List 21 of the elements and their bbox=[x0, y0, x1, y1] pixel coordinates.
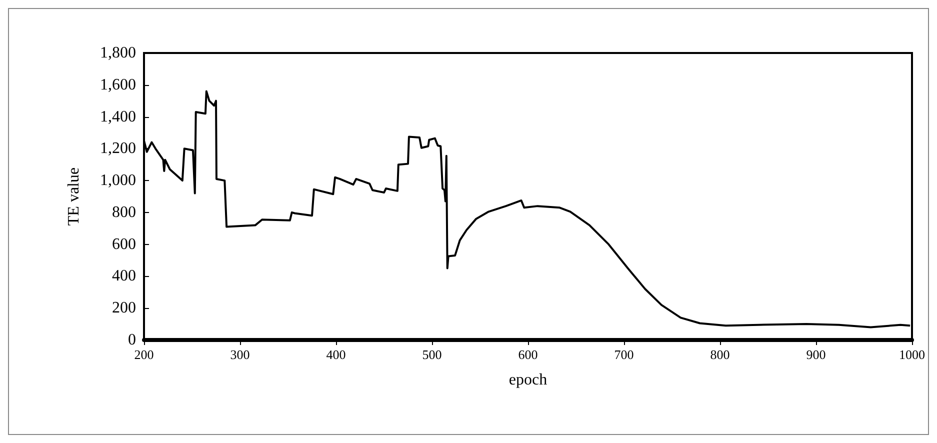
x-tick-label: 1000 bbox=[899, 347, 925, 362]
y-tick-label: 400 bbox=[112, 268, 136, 285]
y-tick-label: 1,800 bbox=[100, 44, 136, 62]
x-tick-label: 800 bbox=[710, 347, 730, 362]
x-tick-label: 500 bbox=[422, 347, 442, 362]
y-tick-label: 800 bbox=[112, 204, 136, 221]
y-tick-label: 200 bbox=[112, 300, 136, 317]
y-tick-label: 0 bbox=[128, 332, 136, 348]
y-tick-label: 1,200 bbox=[100, 140, 136, 158]
y-tick-label: 600 bbox=[112, 236, 136, 253]
y-axis-title: TE value bbox=[66, 167, 82, 226]
x-tick-label: 900 bbox=[806, 347, 826, 362]
y-tick-label: 1,400 bbox=[100, 108, 136, 126]
x-tick-label: 600 bbox=[518, 347, 538, 362]
x-axis-title: epoch bbox=[508, 372, 548, 388]
x-tick-label: 200 bbox=[134, 347, 154, 362]
x-tick-label: 700 bbox=[614, 347, 634, 362]
y-tick-label: 1,000 bbox=[100, 172, 136, 190]
x-tick-label: 400 bbox=[326, 347, 346, 362]
x-tick-label: 300 bbox=[230, 347, 250, 362]
y-tick-label: 1,600 bbox=[100, 76, 136, 94]
